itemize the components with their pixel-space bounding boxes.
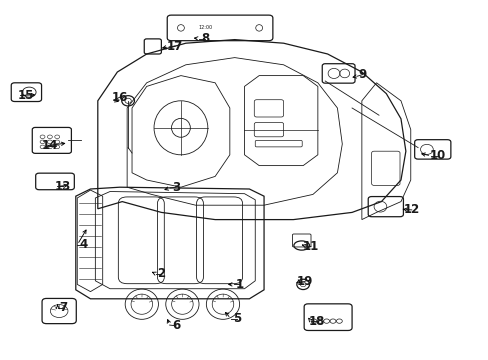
Text: 12:00: 12:00 [198,26,212,30]
Text: 18: 18 [308,315,325,328]
Text: 4: 4 [79,238,87,251]
Text: 17: 17 [166,40,183,53]
Text: 7: 7 [60,301,67,314]
Text: 19: 19 [296,275,313,288]
Text: 1: 1 [235,278,243,291]
Text: 12: 12 [403,203,419,216]
Text: 14: 14 [42,139,59,152]
Text: 3: 3 [172,181,180,194]
Text: 8: 8 [201,32,209,45]
Text: 11: 11 [302,240,319,253]
Text: 10: 10 [428,149,445,162]
Text: 9: 9 [358,68,366,81]
Text: 2: 2 [157,267,165,280]
Text: 5: 5 [233,312,241,325]
Text: 6: 6 [172,319,180,332]
Text: 13: 13 [54,180,71,193]
Text: 16: 16 [111,91,128,104]
Text: 15: 15 [17,89,34,102]
